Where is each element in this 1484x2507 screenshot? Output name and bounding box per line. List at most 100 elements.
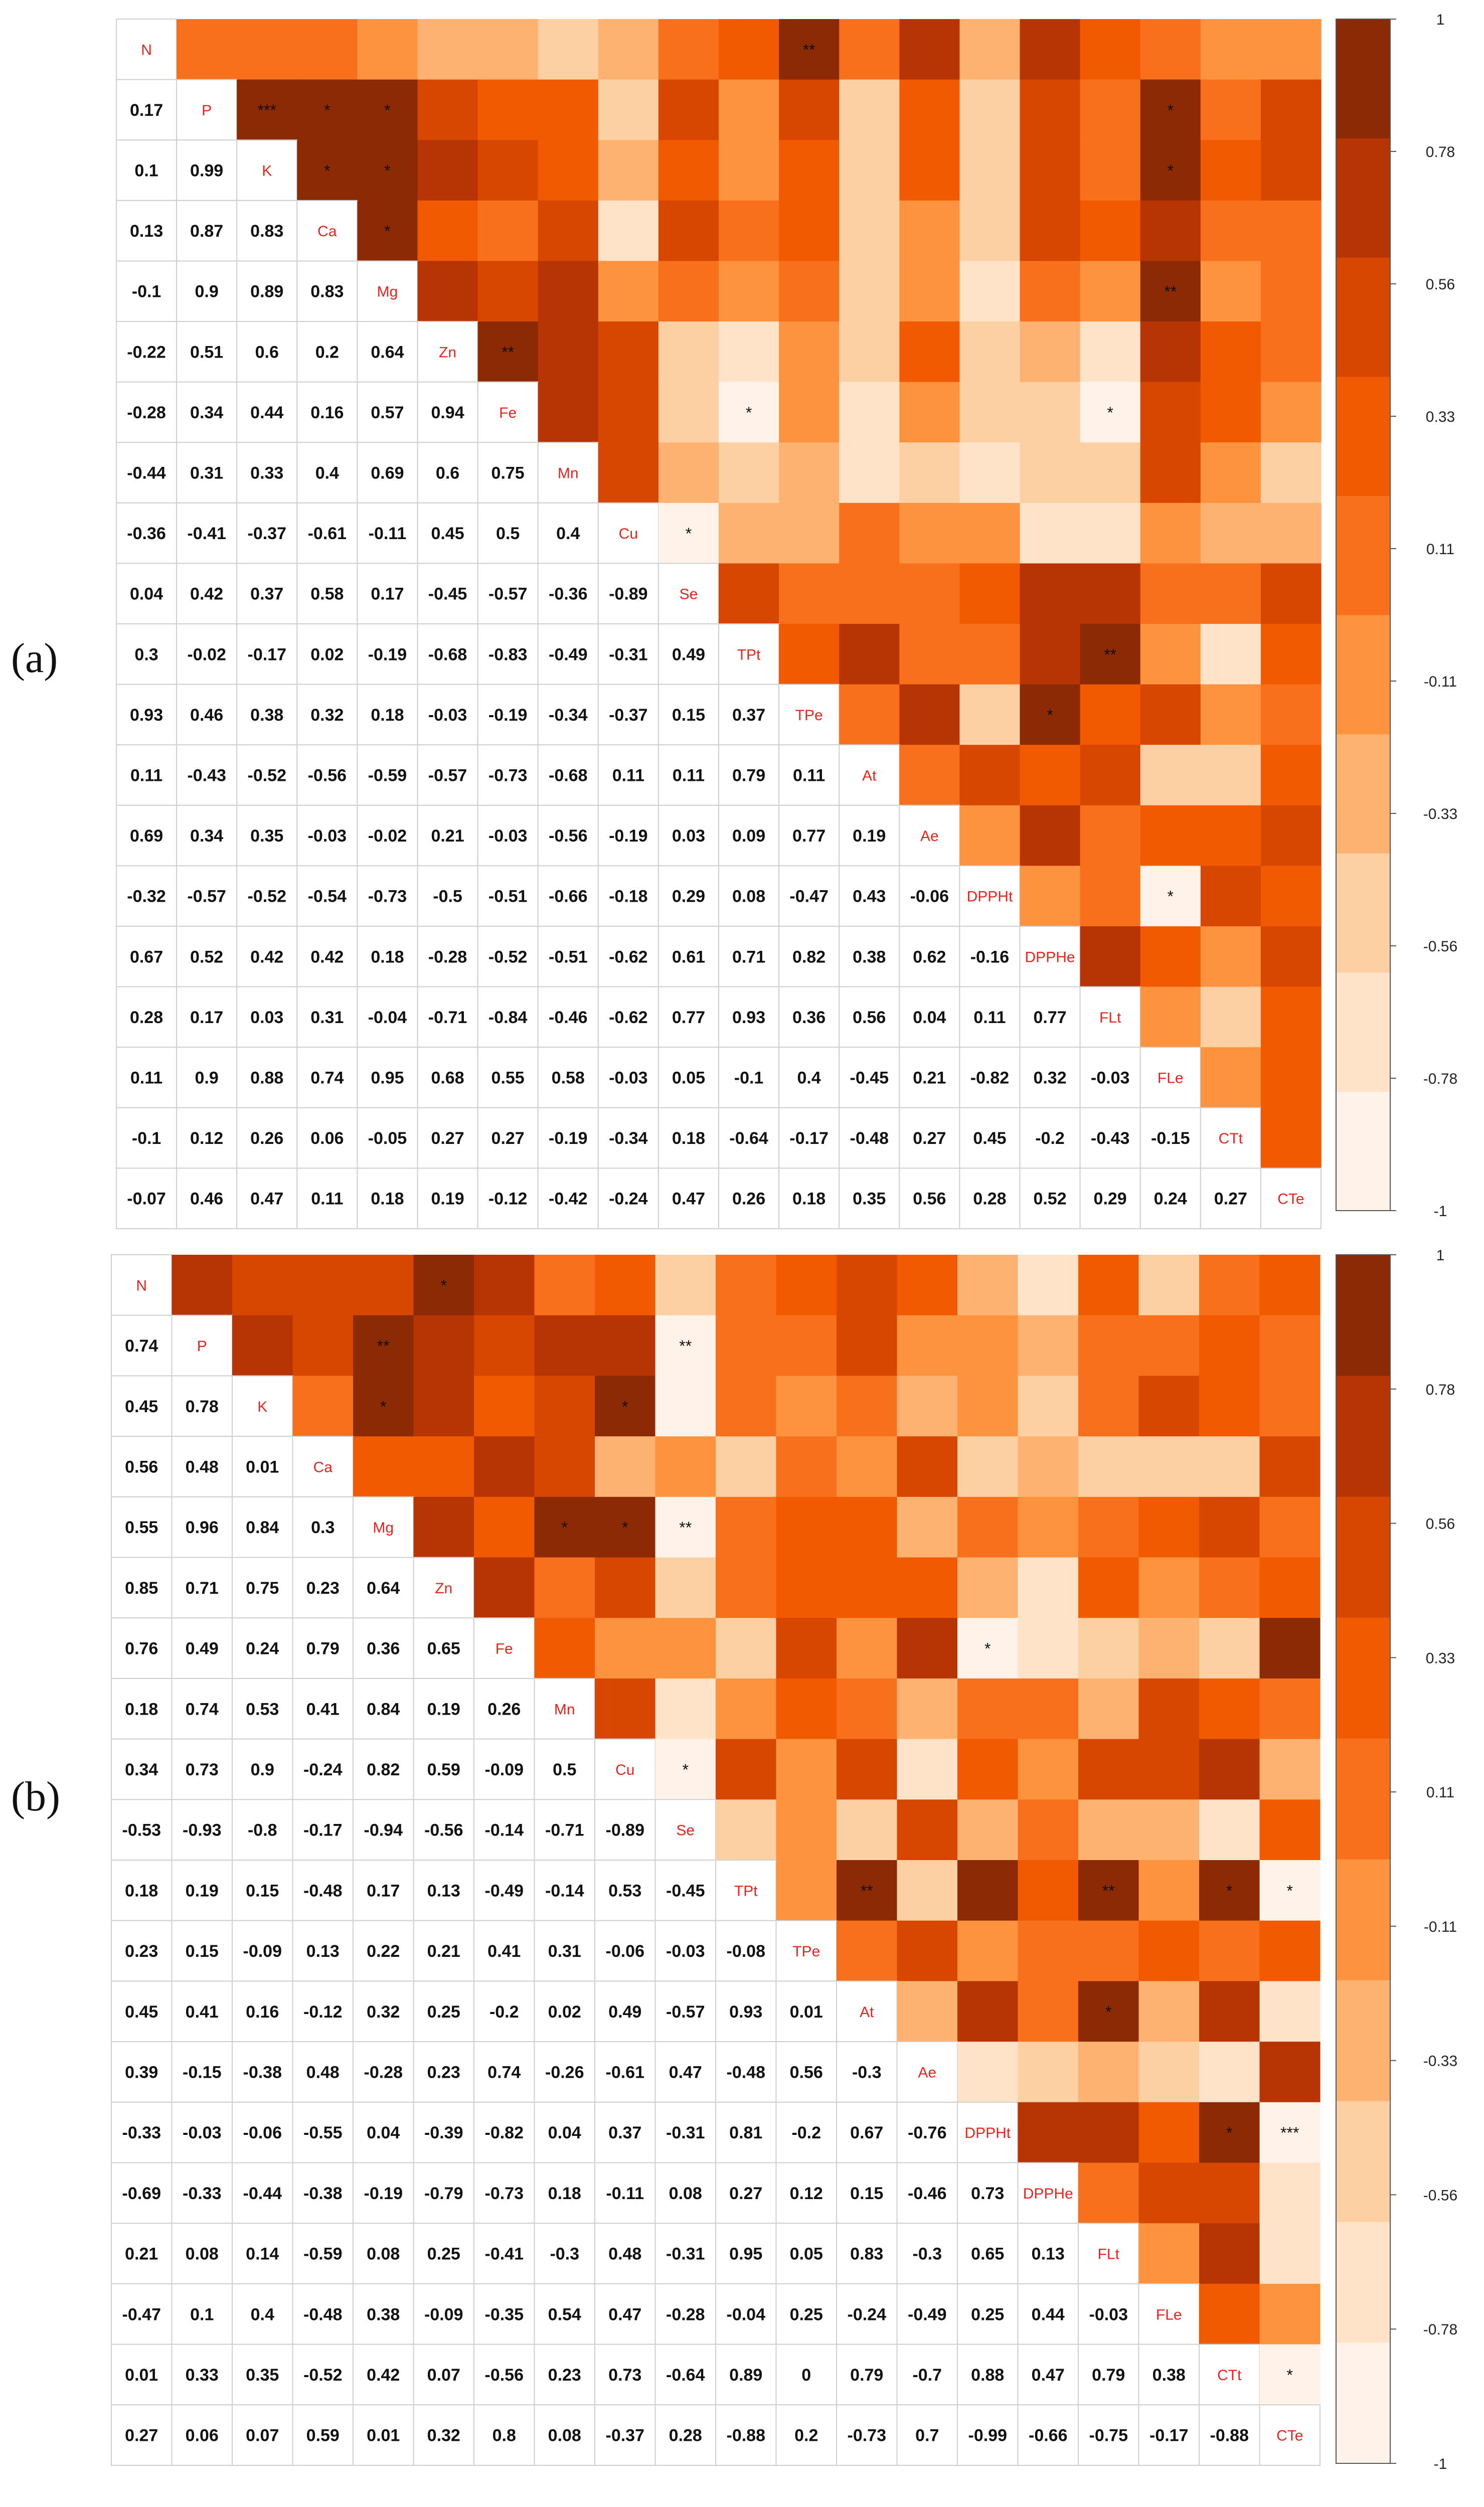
heat-cell: [716, 1618, 777, 1679]
heat-cell: [779, 140, 840, 201]
heat-cell: [957, 1376, 1019, 1437]
colorbar-segment: [1336, 138, 1390, 258]
correlation-value-label: 0.46: [190, 706, 223, 725]
lower-cell: [171, 1496, 233, 1558]
correlation-value-label: -0.88: [727, 2426, 766, 2445]
heat-cell: [1199, 1739, 1260, 1800]
heat-cell: [897, 1799, 958, 1861]
lower-cell: [171, 2404, 233, 2466]
heat-cell: [779, 200, 840, 261]
colorbar-segment: [1336, 2222, 1390, 2343]
correlation-value-label: 0.1: [134, 161, 158, 181]
heat-cell: [1259, 1557, 1321, 1618]
correlation-value-label: 0.55: [491, 1069, 525, 1088]
significance-mark: ***: [258, 101, 276, 119]
significance-mark: **: [1102, 1882, 1115, 1900]
correlation-value-label: 0.15: [850, 2184, 883, 2203]
heat-cell: [1080, 866, 1141, 927]
diagonal-cell: [1078, 2223, 1139, 2284]
correlation-value-label: 0.15: [246, 1881, 279, 1900]
heat-cell: [1199, 2283, 1260, 2345]
correlation-value-label: -0.18: [609, 887, 648, 906]
heat-cell: [1018, 1376, 1079, 1437]
lower-cell: [477, 563, 539, 625]
correlation-value-label: -0.45: [850, 1069, 889, 1088]
heat-cell: [1080, 19, 1141, 80]
correlation-value-label: 0.13: [306, 1942, 340, 1961]
significance-mark: *: [1226, 1882, 1232, 1900]
heat-cell: [837, 1496, 898, 1558]
correlation-value-label: -0.04: [727, 2305, 766, 2324]
lower-cell: [597, 684, 659, 746]
significance-mark: *: [324, 162, 330, 180]
heat-cell: [1140, 745, 1201, 806]
diagonal-cell: [594, 1738, 656, 1800]
heat-cell: [1018, 1618, 1079, 1679]
correlation-value-label: 0.89: [250, 282, 283, 301]
heat-cell: [957, 1799, 1019, 1861]
lower-cell: [477, 1047, 539, 1108]
lower-cell: [353, 1980, 414, 2043]
correlation-value-label: -0.37: [248, 524, 287, 543]
lower-cell: [477, 442, 539, 504]
correlation-value-label: 0.18: [371, 706, 404, 725]
colorbar-tick-label: -0.78: [1423, 2321, 1457, 2338]
heat-cell: [1260, 563, 1322, 624]
lower-cell: [718, 804, 780, 867]
correlation-value-label: 0.51: [190, 343, 223, 362]
variable-label: N: [136, 1277, 147, 1294]
lower-cell: [715, 1980, 777, 2043]
correlation-value-label: -0.38: [303, 2184, 343, 2203]
correlation-value-label: 0.41: [487, 1942, 521, 1961]
heat-cell: [1078, 2042, 1139, 2103]
correlation-value-label: 0.58: [552, 1069, 585, 1088]
colorbar-segment: [1336, 257, 1390, 377]
correlation-value-label: 0.4: [556, 524, 580, 543]
heat-cell: [1260, 261, 1322, 322]
heat-cell: [595, 1496, 656, 1558]
lower-cell: [836, 2404, 898, 2466]
heat-cell: [899, 442, 960, 504]
lower-cell: [775, 2223, 837, 2284]
heat-cell: [1078, 2102, 1139, 2163]
variable-label: Zn: [439, 344, 456, 361]
lower-cell: [176, 381, 238, 443]
lower-cell: [236, 200, 298, 262]
correlation-value-label: -0.02: [368, 826, 407, 846]
heat-cell: [837, 1376, 898, 1437]
correlation-value-label: 0.11: [311, 1190, 343, 1209]
heat-cell: [776, 1496, 837, 1558]
correlation-value-label: -0.12: [303, 2002, 343, 2022]
colorbar-tick-label: -0.11: [1424, 674, 1457, 690]
diagonal-cell: [1019, 926, 1081, 987]
lower-cell: [899, 865, 960, 927]
colorbar-tick-label: 1: [1436, 12, 1445, 28]
lower-cell: [718, 865, 780, 927]
lower-cell: [836, 2283, 898, 2345]
heat-cell: [839, 19, 900, 80]
correlation-value-label: -0.17: [248, 645, 287, 664]
correlation-value-label: -0.38: [243, 2063, 282, 2082]
heat-cell: [1078, 1981, 1139, 2042]
heat-cell: [1018, 1799, 1079, 1861]
heat-cell: [1200, 442, 1261, 504]
lower-cell: [176, 744, 238, 806]
lower-cell: [899, 1047, 960, 1108]
heat-cell: [474, 1315, 535, 1376]
diagonal-cell: [1139, 1047, 1201, 1108]
heat-cell: [1078, 1496, 1139, 1558]
lower-cell: [171, 1678, 233, 1740]
heat-cell: [658, 442, 719, 504]
correlation-value-label: -0.73: [368, 887, 407, 906]
heat-cell: [776, 1678, 837, 1740]
variable-label: Mn: [554, 1701, 575, 1718]
heat-cell: [1020, 684, 1081, 745]
heat-cell: [1259, 1496, 1321, 1558]
heat-cell: [1259, 1860, 1321, 1921]
heat-cell: [658, 19, 719, 80]
heat-cell: [1020, 805, 1081, 866]
heat-cell: [897, 1436, 958, 1497]
heat-cell: [1138, 1920, 1200, 1981]
correlation-value-label: 0.35: [246, 2366, 279, 2385]
